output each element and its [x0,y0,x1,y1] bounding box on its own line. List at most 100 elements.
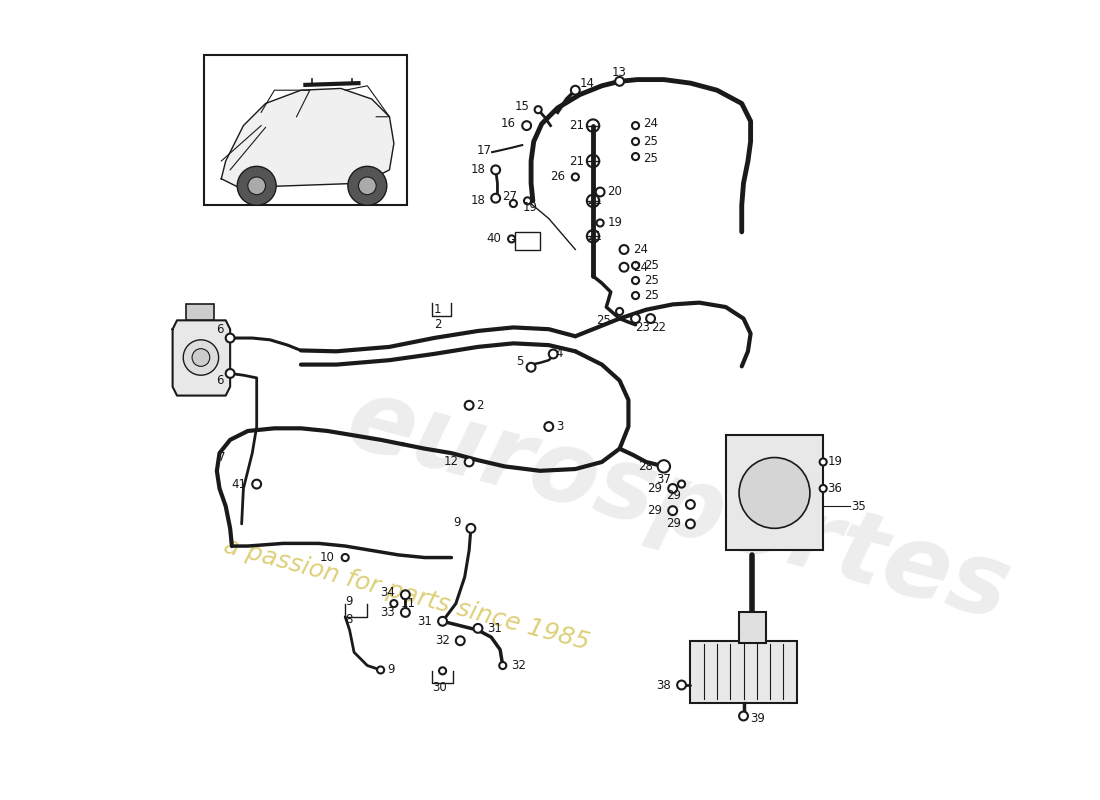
Bar [204,54,407,206]
Circle shape [646,314,654,323]
Text: 37: 37 [656,473,671,486]
Circle shape [632,138,639,145]
Text: 36: 36 [827,482,843,495]
Bar [691,641,796,702]
Text: 31: 31 [417,614,432,628]
Circle shape [820,485,827,492]
Circle shape [669,506,678,515]
Circle shape [678,481,685,488]
Text: 35: 35 [851,500,866,513]
Text: 2: 2 [433,318,441,331]
Text: 24: 24 [632,261,648,274]
Circle shape [632,277,639,284]
Circle shape [252,480,261,489]
Circle shape [572,174,579,181]
Circle shape [549,350,558,358]
Circle shape [499,662,506,669]
Text: 17: 17 [476,144,492,157]
Circle shape [632,262,639,269]
Circle shape [492,166,500,174]
Text: 29: 29 [667,518,682,530]
Circle shape [522,121,531,130]
Circle shape [739,458,810,528]
Text: 18: 18 [470,163,485,176]
Text: 12: 12 [443,455,459,469]
Text: 21: 21 [569,154,584,167]
Circle shape [615,77,624,86]
Circle shape [658,460,670,473]
Circle shape [631,314,640,323]
Bar [186,305,214,320]
Circle shape [535,106,541,114]
Circle shape [632,122,639,129]
Circle shape [377,666,384,674]
Text: 20: 20 [607,186,623,198]
Circle shape [248,177,265,194]
Circle shape [238,166,276,206]
Text: 1: 1 [433,303,441,316]
Text: 25: 25 [596,314,611,327]
Circle shape [678,681,686,690]
Text: 25: 25 [644,135,659,148]
Circle shape [184,340,219,375]
Text: 28: 28 [638,460,653,473]
Circle shape [439,667,447,674]
Circle shape [619,263,628,272]
Circle shape [509,200,517,207]
Circle shape [342,554,349,561]
Text: 7: 7 [218,451,226,464]
Circle shape [596,219,604,226]
Bar [739,613,766,643]
Circle shape [455,636,464,645]
Text: 38: 38 [657,678,671,691]
Text: a passion for parts since 1985: a passion for parts since 1985 [221,534,593,655]
Text: 8: 8 [345,613,353,626]
Text: 13: 13 [613,66,627,79]
Circle shape [508,235,515,242]
Polygon shape [221,89,394,187]
Text: 39: 39 [750,712,766,725]
Text: 16: 16 [500,118,516,130]
Text: 24: 24 [644,118,659,130]
Text: 23: 23 [635,321,650,334]
Text: 9: 9 [387,663,395,677]
Text: 40: 40 [486,233,500,246]
Text: 29: 29 [667,489,682,502]
Text: 29: 29 [647,504,662,517]
Circle shape [632,292,639,299]
Circle shape [359,177,376,194]
Text: 33: 33 [379,606,395,619]
Polygon shape [173,320,230,395]
Text: 34: 34 [379,586,395,599]
Text: 18: 18 [470,194,485,207]
Text: 24: 24 [632,243,648,256]
Text: 32: 32 [512,659,527,672]
Text: 32: 32 [434,634,450,647]
Text: 25: 25 [645,274,659,287]
Text: 25: 25 [645,259,659,272]
Circle shape [686,500,695,509]
Circle shape [464,401,473,410]
Circle shape [473,624,483,633]
Circle shape [192,349,210,366]
Text: 41: 41 [231,478,246,490]
Circle shape [438,617,447,626]
Text: 21: 21 [587,194,602,207]
Circle shape [226,369,234,378]
Circle shape [739,711,748,721]
Circle shape [464,458,473,466]
Text: 26: 26 [550,170,564,183]
Circle shape [524,198,531,204]
Circle shape [632,153,639,160]
Text: 6: 6 [217,374,224,387]
Circle shape [571,86,580,94]
Text: 25: 25 [645,289,659,302]
Text: 22: 22 [651,321,666,334]
Text: 4: 4 [556,347,563,361]
Circle shape [544,422,553,431]
Text: 21: 21 [587,230,602,242]
Circle shape [596,187,605,197]
Text: 9: 9 [453,516,460,529]
Circle shape [820,458,827,466]
Text: 27: 27 [502,190,517,203]
